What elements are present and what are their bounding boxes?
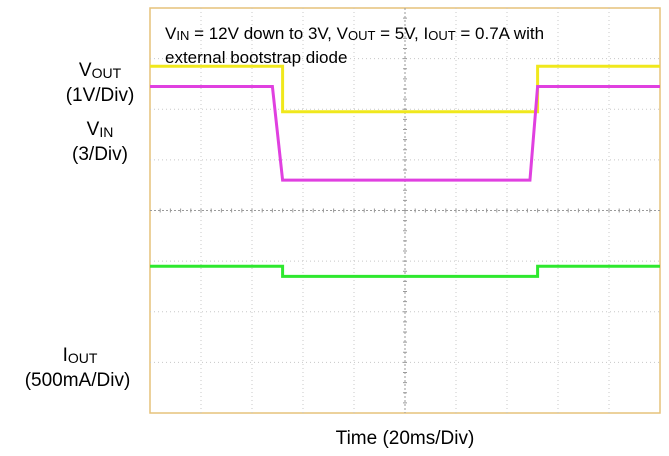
iout-scale-label: (500mA/Div) <box>24 370 131 391</box>
iout-trace <box>150 264 660 278</box>
annotation-line-1: VIN = 12V down to 3V, VOUT = 5V, IOUT = … <box>165 23 655 47</box>
iout-channel-label: IOUT <box>62 345 98 366</box>
annotation-part-4: = 5V, I <box>375 24 429 43</box>
vout-scale-label: (1V/Div) <box>65 85 135 106</box>
waveform-traces <box>150 64 660 278</box>
x-axis-label: Time (20ms/Div) <box>335 428 475 449</box>
vin-scale-label: (3/Div) <box>72 144 128 165</box>
annotation-part-0: V <box>165 24 177 43</box>
annotation-line-2: external bootstrap diode <box>165 48 348 67</box>
test-conditions-annotation: VIN = 12V down to 3V, VOUT = 5V, IOUT = … <box>165 23 655 69</box>
vin-trace <box>150 84 660 182</box>
annotation-part-1: IN <box>176 28 190 43</box>
vout-channel-label: VOUT <box>78 60 122 81</box>
annotation-part-6: = 0.7A with <box>455 24 545 43</box>
annotation-part-3: OUT <box>347 28 376 43</box>
vin-channel-label: VIN <box>86 119 114 140</box>
annotation-part-2: = 12V down to 3V, V <box>189 24 348 43</box>
vout-trace <box>150 64 660 114</box>
annotation-part-5: OUT <box>428 28 456 43</box>
plot-grid <box>150 8 660 413</box>
